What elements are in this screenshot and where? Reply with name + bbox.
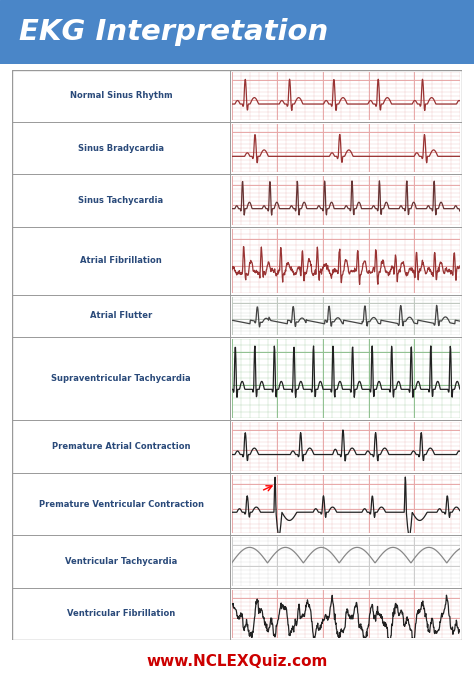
Text: Premature Ventricular Contraction: Premature Ventricular Contraction bbox=[38, 500, 203, 508]
Text: www.NCLEXQuiz.com: www.NCLEXQuiz.com bbox=[146, 654, 328, 669]
Text: Atrial Fibrillation: Atrial Fibrillation bbox=[80, 256, 162, 265]
Text: Ventricular Tachycardia: Ventricular Tachycardia bbox=[65, 557, 177, 566]
Text: EKG Interpretation: EKG Interpretation bbox=[19, 18, 328, 46]
Text: Sinus Tachycardia: Sinus Tachycardia bbox=[79, 196, 164, 205]
Text: Premature Atrial Contraction: Premature Atrial Contraction bbox=[52, 442, 190, 451]
Text: Sinus Bradycardia: Sinus Bradycardia bbox=[78, 144, 164, 153]
Text: Normal Sinus Rhythm: Normal Sinus Rhythm bbox=[70, 92, 173, 100]
Text: Atrial Flutter: Atrial Flutter bbox=[90, 311, 152, 320]
Text: Supraventricular Tachycardia: Supraventricular Tachycardia bbox=[51, 374, 191, 383]
Text: Ventricular Fibrillation: Ventricular Fibrillation bbox=[67, 610, 175, 618]
